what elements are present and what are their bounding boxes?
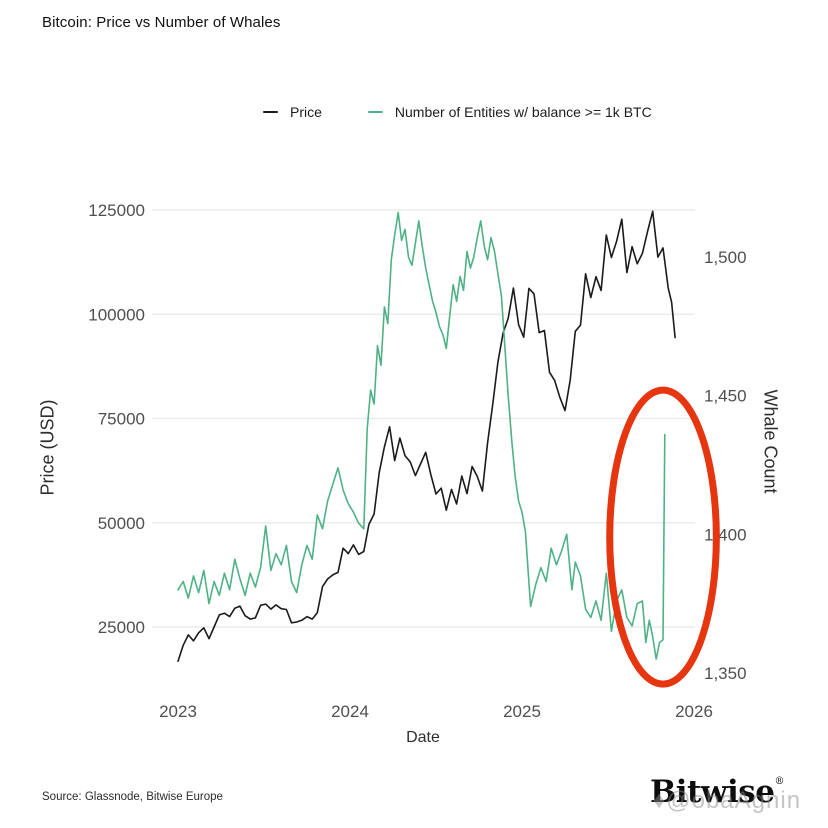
- x-axis-tick-label: 2023: [159, 702, 197, 721]
- chart-legend: Price Number of Entities w/ balance >= 1…: [263, 104, 652, 120]
- price-line: [177, 210, 676, 663]
- x-axis-tick-label: 2026: [675, 702, 713, 721]
- right-axis-tick-label: 1,500: [704, 248, 747, 267]
- x-axis-title: Date: [406, 729, 440, 746]
- price-line-swatch: [263, 110, 278, 114]
- left-axis-tick-label: 100000: [88, 305, 145, 324]
- chart-title: Bitcoin: Price vs Number of Whales: [42, 14, 281, 31]
- legend-label-whales: Number of Entities w/ balance >= 1k BTC: [394, 104, 652, 120]
- right-axis-tick-label: 1,350: [704, 664, 747, 683]
- legend-label-price: Price: [290, 104, 322, 120]
- watermark-text: ♦@obaAgnin: [653, 787, 802, 814]
- left-axis-tick-label: 50000: [98, 514, 145, 533]
- left-axis-tick-label: 125000: [88, 201, 145, 220]
- left-axis-tick-label: 25000: [98, 618, 145, 637]
- x-axis-tick-label: 2024: [331, 702, 369, 721]
- right-axis-tick-label: 1,450: [704, 387, 747, 406]
- right-axis-tick-label: 1,400: [704, 525, 747, 544]
- registered-mark: ®: [774, 776, 785, 787]
- source-note: Source: Glassnode, Bitwise Europe: [42, 791, 223, 803]
- x-axis-tick-label: 2025: [503, 702, 541, 721]
- right-axis-title: Whale Count: [760, 389, 781, 494]
- legend-item-whales: Number of Entities w/ balance >= 1k BTC: [367, 104, 652, 120]
- whales-line: [177, 211, 666, 660]
- left-axis-title: Price (USD): [37, 399, 58, 496]
- bitwise-logo: Bitwise®: [650, 774, 784, 810]
- left-axis-tick-label: 75000: [98, 410, 145, 429]
- bitwise-logo-text: Bitwise: [650, 774, 775, 810]
- legend-item-price: Price: [263, 104, 322, 120]
- highlight-ellipse: [606, 386, 720, 688]
- whales-line-swatch: [367, 110, 383, 114]
